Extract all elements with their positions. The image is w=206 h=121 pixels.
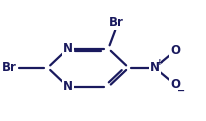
Text: N: N	[63, 80, 73, 93]
Text: O: O	[170, 78, 180, 91]
Text: −: −	[177, 86, 185, 96]
Text: N: N	[150, 61, 160, 74]
Text: N: N	[63, 42, 73, 55]
Text: Br: Br	[109, 16, 124, 29]
Text: O: O	[170, 44, 180, 57]
Text: +: +	[156, 58, 164, 67]
Text: Br: Br	[2, 61, 17, 74]
